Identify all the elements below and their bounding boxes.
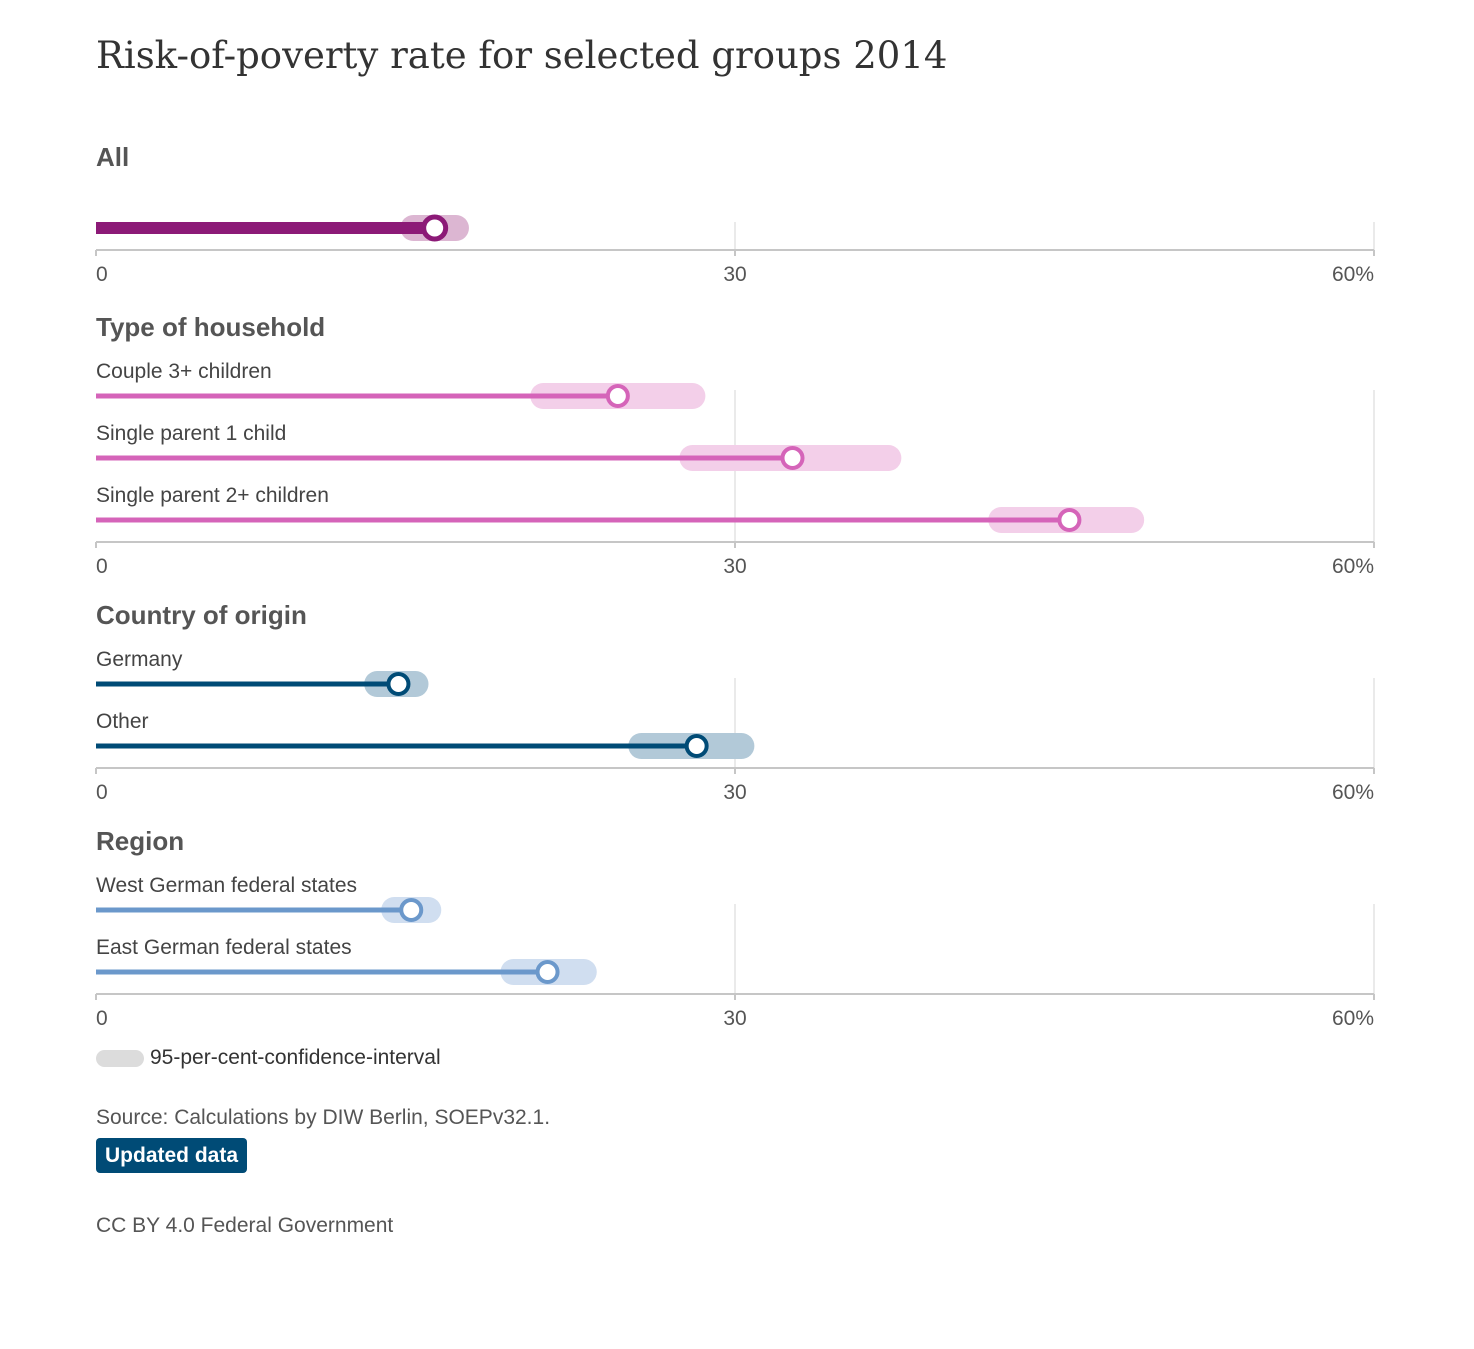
dot-range-chart: All 0 30 60% Type of household Couple 3+ chil… (95, 142, 1375, 1030)
group-title-type-of-household: Type of household (96, 312, 325, 342)
row-label-west-german-federal-states: West German federal states (96, 874, 357, 897)
legend-ci-label: 95-per-cent-confidence-interval (150, 1046, 441, 1069)
legend: 95-per-cent-confidence-interval (96, 1046, 441, 1070)
tick-label-country-of-origin-0: 0 (96, 781, 108, 804)
tick-label-region-0: 0 (96, 1007, 108, 1030)
tick-label-region-30: 30 (723, 1007, 746, 1030)
value-dot-other (684, 734, 709, 758)
tick-label-region-60: 60% (1332, 1007, 1374, 1030)
license-note: CC BY 4.0 Federal Government (96, 1214, 394, 1237)
tick-label-type-of-household-30: 30 (723, 555, 746, 578)
source-note: Source: Calculations by DIW Berlin, SOEP… (96, 1106, 551, 1129)
tick-label-all-60: 60% (1332, 263, 1374, 286)
tick-label-all-0: 0 (96, 263, 108, 286)
row-label-single-parent-2-children: Single parent 2+ children (96, 484, 329, 507)
value-dot-west-german-federal-states (399, 898, 424, 922)
value-dot-all (421, 214, 449, 242)
group-title-region: Region (96, 826, 184, 856)
value-dot-single-parent-1-child (780, 446, 805, 470)
row-label-single-parent-1-child: Single parent 1 child (96, 422, 286, 445)
updated-data-button[interactable]: Updated data (96, 1138, 248, 1173)
value-dot-couple-3-children (605, 384, 630, 408)
tick-label-country-of-origin-30: 30 (723, 781, 746, 804)
row-label-other: Other (96, 710, 149, 733)
row-label-germany: Germany (96, 648, 183, 671)
legend-ci-swatch (96, 1049, 144, 1067)
tick-label-all-30: 30 (723, 263, 746, 286)
tick-label-country-of-origin-60: 60% (1332, 781, 1374, 804)
row-label-east-german-federal-states: East German federal states (96, 936, 352, 959)
value-dot-east-german-federal-states (535, 960, 560, 984)
value-dot-single-parent-2-children (1057, 508, 1082, 532)
chart-title: Risk-of-poverty rate for selected groups… (96, 34, 948, 77)
tick-label-type-of-household-0: 0 (96, 555, 108, 578)
row-label-couple-3-children: Couple 3+ children (96, 360, 272, 383)
group-title-all: All (96, 142, 129, 172)
group-title-country-of-origin: Country of origin (96, 600, 307, 630)
value-dot-germany (386, 672, 411, 696)
tick-label-type-of-household-60: 60% (1332, 555, 1374, 578)
